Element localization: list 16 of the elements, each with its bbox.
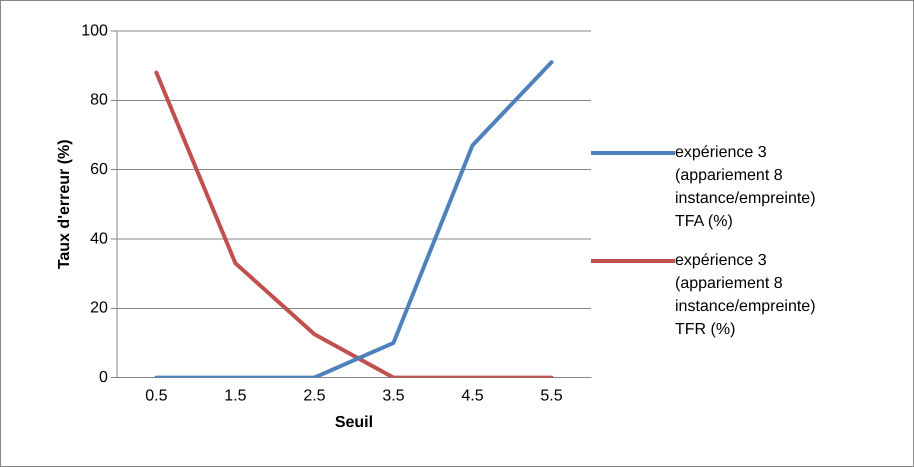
y-tick-label: 100	[81, 22, 108, 40]
x-tick-label: 4.5	[461, 388, 484, 405]
x-axis-title: Seuil	[334, 414, 374, 431]
y-tick-label: 0	[98, 369, 108, 386]
y-tick-label: 20	[90, 300, 108, 317]
y-axis-title: Taux d'erreur (%)	[56, 139, 74, 270]
text: expérience 3 (appariement 8 instance/empreinte) TFR (%)	[675, 251, 817, 340]
x-tick-label: 1.5	[224, 388, 247, 405]
text: expérience 3 (appariement 8 instance/empreinte) TFA (%)	[675, 143, 817, 232]
x-tick-label: 3.5	[382, 388, 405, 405]
x-tick-label: 5.5	[540, 388, 563, 405]
x-tick-label: 0.5	[145, 388, 168, 405]
y-tick-label: 40	[90, 230, 108, 248]
y-tick-label: 60	[90, 161, 108, 178]
x-tick-label: 2.5	[303, 388, 326, 405]
y-tick-label: 80	[90, 92, 108, 109]
